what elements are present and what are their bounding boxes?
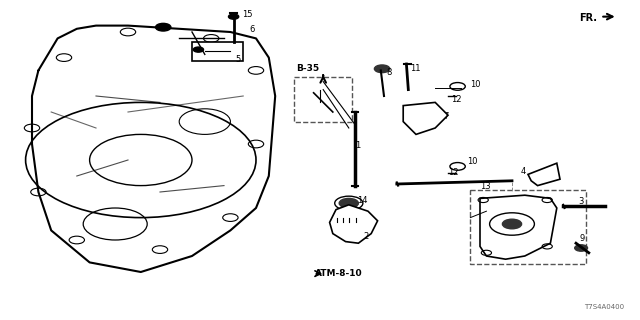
Circle shape bbox=[228, 14, 239, 19]
Text: 11: 11 bbox=[410, 64, 420, 73]
Text: 7: 7 bbox=[443, 112, 448, 121]
Text: 10: 10 bbox=[470, 80, 481, 89]
Text: 4: 4 bbox=[520, 167, 525, 176]
Text: 6: 6 bbox=[250, 25, 255, 34]
Text: 9: 9 bbox=[579, 234, 584, 243]
Polygon shape bbox=[480, 195, 557, 259]
Polygon shape bbox=[528, 163, 560, 186]
Text: 2: 2 bbox=[364, 232, 369, 241]
Text: 12: 12 bbox=[451, 95, 461, 104]
Bar bbox=[294, 77, 352, 122]
Text: 3: 3 bbox=[578, 197, 583, 206]
Text: 12: 12 bbox=[448, 168, 458, 177]
Text: 10: 10 bbox=[467, 157, 477, 166]
Circle shape bbox=[502, 219, 522, 229]
Text: 8: 8 bbox=[387, 68, 392, 76]
Text: 1: 1 bbox=[355, 141, 360, 150]
Polygon shape bbox=[330, 205, 378, 243]
Polygon shape bbox=[403, 102, 448, 134]
Text: 13: 13 bbox=[480, 182, 491, 191]
Circle shape bbox=[374, 65, 390, 73]
Circle shape bbox=[575, 245, 588, 251]
Text: 5: 5 bbox=[236, 55, 241, 64]
Text: ATM-8-10: ATM-8-10 bbox=[316, 269, 363, 278]
Circle shape bbox=[193, 47, 204, 52]
Circle shape bbox=[156, 23, 171, 31]
Circle shape bbox=[339, 198, 358, 208]
Text: B-35: B-35 bbox=[296, 64, 319, 73]
Bar bbox=[192, 42, 243, 61]
Text: 14: 14 bbox=[357, 196, 367, 204]
Text: T7S4A0400: T7S4A0400 bbox=[584, 304, 624, 310]
Text: 15: 15 bbox=[242, 10, 252, 19]
Bar bbox=[470, 190, 586, 264]
Text: FR.: FR. bbox=[579, 12, 597, 23]
